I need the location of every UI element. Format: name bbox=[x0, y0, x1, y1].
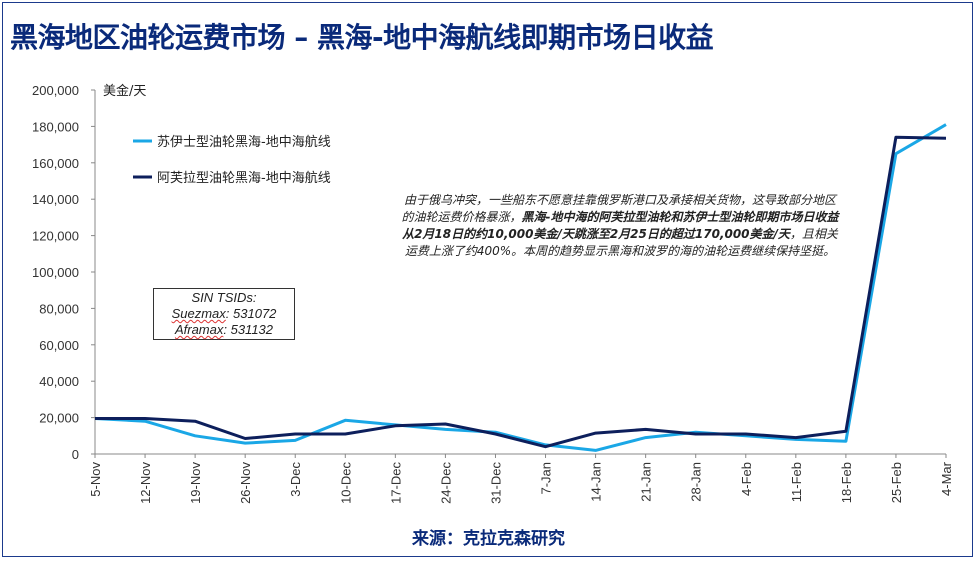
legend-label-aframax: 阿芙拉型油轮黑海-地中海航线 bbox=[157, 170, 331, 186]
x-tick-label: 28-Jan bbox=[689, 462, 704, 502]
x-tick-label: 4-Mar bbox=[939, 461, 954, 496]
x-tick-label: 12-Nov bbox=[138, 462, 153, 504]
x-tick-label: 31-Dec bbox=[488, 462, 503, 504]
annotation-bold: 黑海-地中海的阿芙拉型油轮和苏伊士型油轮即期市场日收益从2月18日的约10,00… bbox=[402, 210, 839, 241]
source-note: 来源：克拉克森研究 bbox=[412, 529, 565, 549]
x-tick-label: 14-Jan bbox=[589, 462, 604, 502]
annotation-text: 由于俄乌冲突，一些船东不愿意挂靠俄罗斯港口及承接相关货物，这导致部分地区的油轮运… bbox=[400, 192, 840, 260]
x-tick-label: 10-Dec bbox=[338, 462, 353, 504]
x-tick-label: 4-Feb bbox=[739, 462, 754, 496]
y-tick-label: 200,000 bbox=[32, 83, 79, 98]
x-tick-label: 5-Nov bbox=[88, 462, 103, 497]
x-tick-label: 25-Feb bbox=[889, 462, 904, 503]
tsid-title: SIN TSIDs: bbox=[191, 290, 257, 305]
chart-title: 黑海地区油轮运费市场 – 黑海-地中海航线即期市场日收益 bbox=[10, 21, 714, 54]
y-tick-label: 180,000 bbox=[32, 119, 79, 134]
legend: 苏伊士型油轮黑海-地中海航线 阿芙拉型油轮黑海-地中海航线 bbox=[133, 134, 331, 186]
x-tick-label: 26-Nov bbox=[238, 462, 253, 504]
x-tick-label: 7-Jan bbox=[539, 462, 554, 495]
y-tick-label: 120,000 bbox=[32, 229, 79, 244]
x-tick-label: 17-Dec bbox=[388, 462, 403, 504]
legend-label-suezmax: 苏伊士型油轮黑海-地中海航线 bbox=[157, 134, 331, 150]
tsid-aframax-value: : 531132 bbox=[223, 322, 274, 337]
tsid-aframax-label: Aframax bbox=[174, 322, 224, 337]
y-tick-label: 100,000 bbox=[32, 265, 79, 280]
series-line-aframax bbox=[95, 135, 947, 449]
tsid-box: SIN TSIDs: Suezmax: 531072 Aframax: 5311… bbox=[153, 288, 295, 340]
tsid-suezmax-value: : 531072 bbox=[225, 306, 277, 321]
y-tick-label: 60,000 bbox=[39, 338, 79, 353]
x-tick-label: 11-Feb bbox=[789, 462, 804, 502]
annotation-part1: 由于俄乌冲突，一些船东不愿意挂靠俄罗斯港口及承接相关货物，这导致部分地区的油轮运… bbox=[401, 193, 837, 224]
tsid-suezmax-label: Suezmax bbox=[171, 306, 226, 321]
y-axis-unit-label: 美金/天 bbox=[103, 83, 146, 99]
tsid-aframax: Aframax: 531132 bbox=[154, 322, 294, 338]
y-tick-label: 0 bbox=[72, 447, 79, 462]
x-tick-label: 18-Feb bbox=[839, 462, 854, 503]
y-tick-label: 40,000 bbox=[39, 374, 79, 389]
annotation-part2: ，且相关运费上涨了约400%。本周的趋势显示黑海和波罗的海的油轮运费继续保持坚挺… bbox=[404, 227, 838, 258]
x-tick-label: 21-Jan bbox=[639, 462, 654, 502]
y-tick-label: 160,000 bbox=[32, 156, 79, 171]
x-tick-label: 24-Dec bbox=[438, 462, 453, 504]
y-tick-label: 20,000 bbox=[39, 411, 79, 426]
x-tick-label: 3-Dec bbox=[288, 462, 303, 497]
series-line-suezmax bbox=[94, 123, 947, 452]
tsid-suezmax: Suezmax: 531072 bbox=[154, 306, 294, 322]
y-tick-label: 140,000 bbox=[32, 192, 79, 207]
y-tick-label: 80,000 bbox=[39, 301, 79, 316]
x-tick-label: 19-Nov bbox=[188, 462, 203, 504]
